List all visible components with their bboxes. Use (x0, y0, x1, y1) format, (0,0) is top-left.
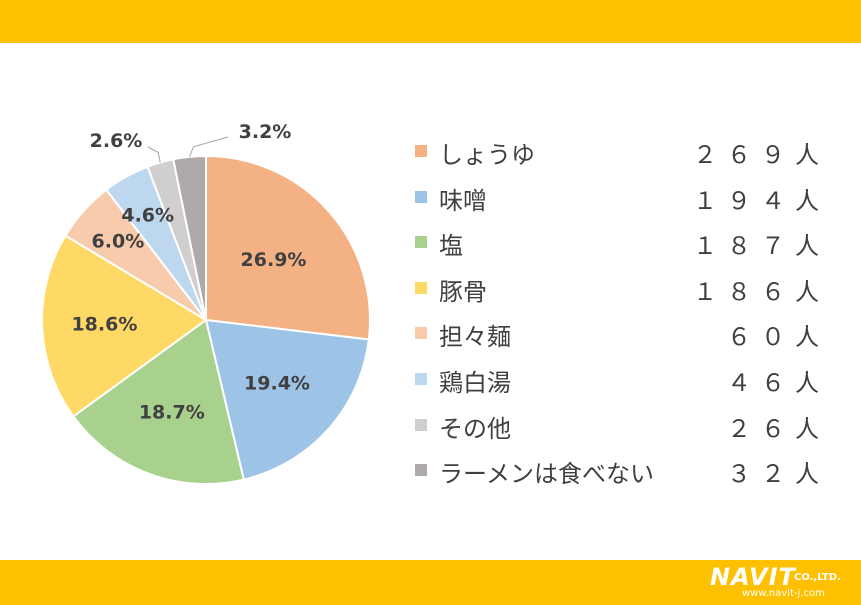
legend-count: １８６人 (693, 277, 829, 306)
pie-data-label: 6.0% (92, 230, 145, 252)
pie-slice (172, 154, 207, 321)
logo-name: NAVIT (710, 563, 796, 591)
legend-label: その他 (439, 414, 511, 443)
pie-slice (204, 318, 370, 481)
legend-swatch (415, 464, 427, 477)
legend-item-tantanmen: 担々麺 ６０人 (415, 315, 835, 361)
pie-slice (205, 154, 371, 341)
company-logo: NAVIT CO.,LTD. www.navit-j.com (708, 563, 858, 603)
legend-swatch (415, 190, 427, 203)
legend-count: ２６９人 (693, 141, 829, 169)
legend-swatch (415, 327, 427, 340)
legend-swatch (415, 418, 427, 431)
legend-item-miso: 味噌 １９４人 (415, 179, 835, 225)
pie-data-label: 18.6% (71, 314, 137, 336)
legend-item-other: その他 ２６人 (415, 407, 835, 453)
legend-swatch (415, 372, 427, 385)
legend-label: 塩 (439, 232, 463, 261)
legend-label: 豚骨 (439, 277, 487, 306)
legend-label: 鶏白湯 (439, 368, 511, 397)
legend-item-shoyu: しょうゆ ２６９人 (415, 133, 835, 179)
legend-label: 味噌 (439, 186, 487, 215)
leader-line (147, 146, 161, 163)
pie-data-label: 3.2% (239, 121, 292, 143)
top-banner (0, 0, 861, 43)
legend-label: 担々麺 (439, 323, 511, 352)
leader-line (189, 136, 229, 157)
legend: しょうゆ ２６９人 味噌 １９４人 塩 １８７人 豚骨 １８６人 担々麺 ６０人… (415, 133, 835, 498)
legend-label: ラーメンは食べない (439, 460, 655, 489)
pie-data-label: 19.4% (244, 372, 310, 394)
legend-item-no-ramen: ラーメンは食べない ３２人 (415, 452, 835, 498)
pie-slice (71, 318, 245, 485)
legend-count: ６０人 (727, 323, 829, 352)
legend-swatch (415, 236, 427, 249)
legend-count: ３２人 (727, 460, 829, 489)
legend-count: ４６人 (727, 368, 829, 397)
pie-data-label: 4.6% (121, 205, 174, 227)
legend-label: しょうゆ (439, 141, 535, 169)
logo-suffix: CO.,LTD. (794, 572, 841, 583)
legend-count: １９４人 (693, 186, 829, 215)
pie-data-label: 18.7% (139, 401, 205, 423)
legend-count: ２６人 (727, 414, 829, 443)
legend-count: １８７人 (693, 232, 829, 261)
legend-item-tonkotsu: 豚骨 １８６人 (415, 270, 835, 316)
legend-item-toripaitan: 鶏白湯 ４６人 (415, 361, 835, 407)
legend-swatch (415, 145, 427, 157)
legend-swatch (415, 281, 427, 294)
legend-item-shio: 塩 １８７人 (415, 224, 835, 270)
bottom-banner (0, 560, 861, 605)
logo-url: www.navit-j.com (742, 588, 825, 599)
pie-slice (41, 234, 208, 418)
pie-data-label: 26.9% (241, 249, 307, 271)
pie-data-label: 2.6% (90, 130, 143, 152)
